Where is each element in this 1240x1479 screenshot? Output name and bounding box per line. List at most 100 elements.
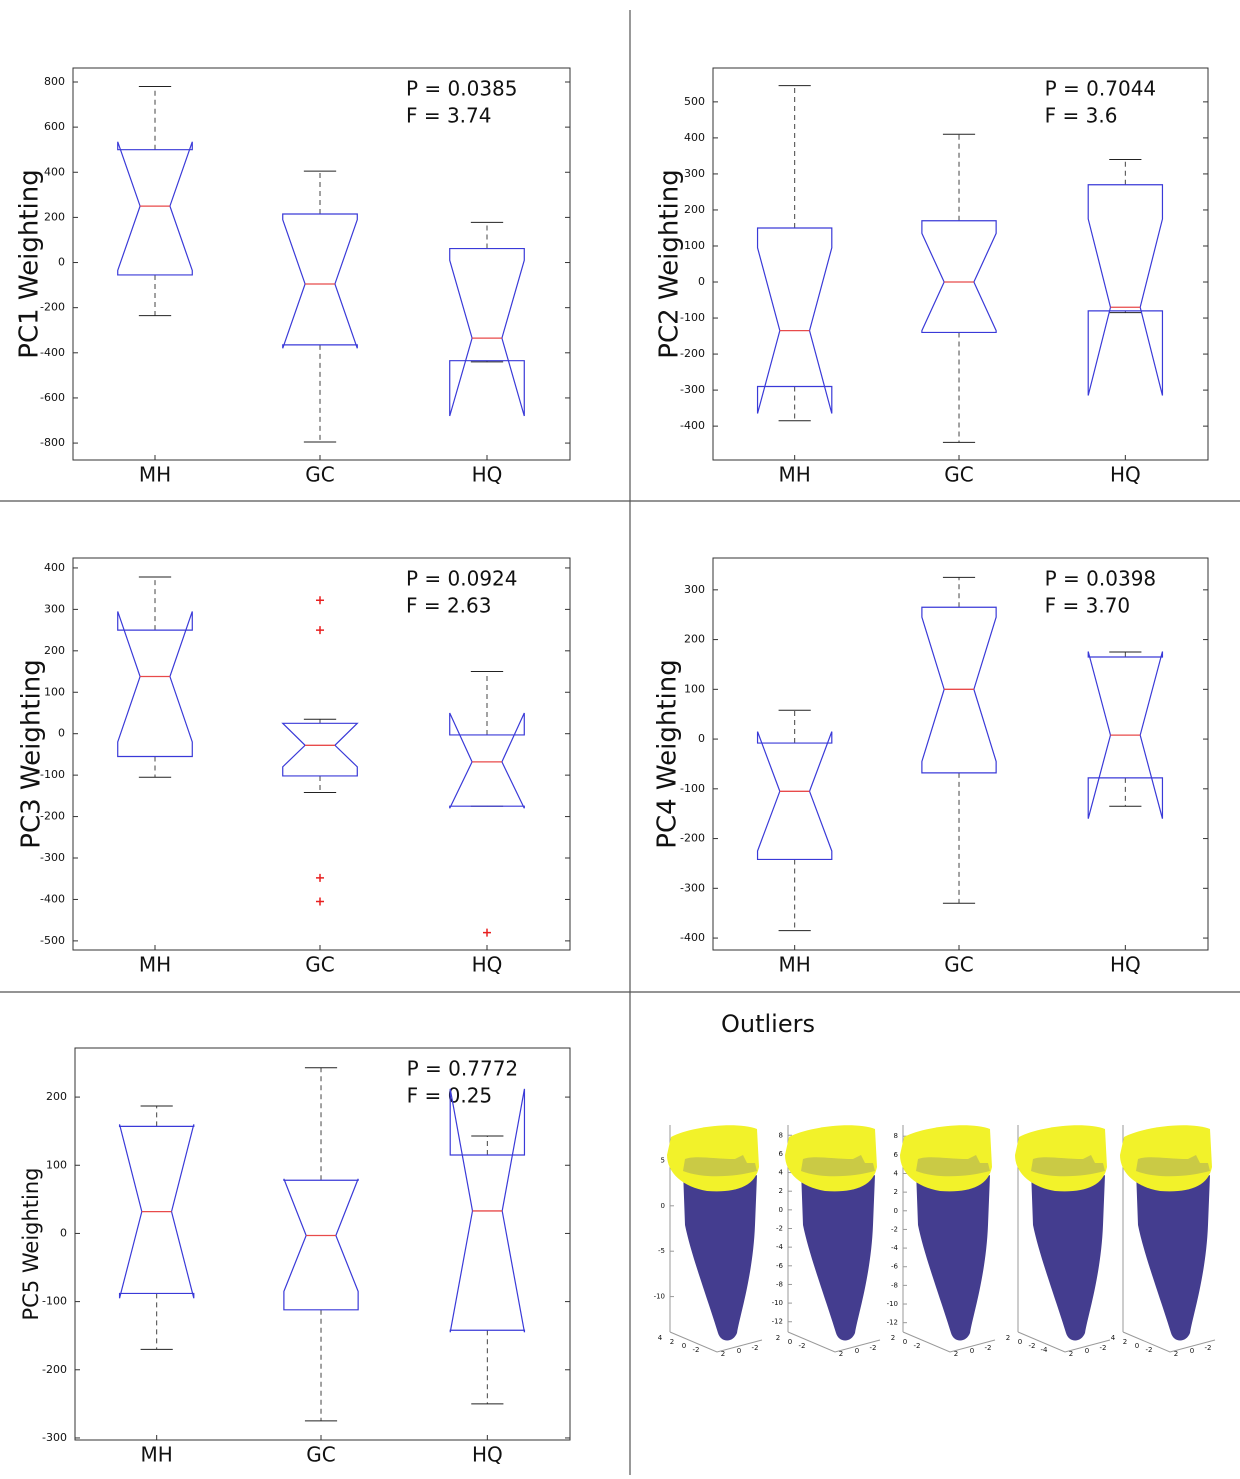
x-tick-label: -2 bbox=[1029, 1342, 1036, 1350]
z-tick-label: 8 bbox=[779, 1131, 783, 1139]
tooth-root bbox=[1031, 1170, 1105, 1341]
z-tick-label: -10 bbox=[887, 1300, 898, 1308]
y-tick-label: 100 bbox=[684, 239, 705, 252]
stat-annotation: F = 3.74 bbox=[406, 104, 492, 128]
y-tick-label: 200 bbox=[44, 644, 65, 657]
y-axis-label: PC1 Weighting bbox=[15, 169, 45, 358]
y-tick-label: -300 bbox=[40, 851, 65, 864]
z-tick-label: 4 bbox=[894, 1169, 899, 1177]
tooth-overlap bbox=[1136, 1155, 1210, 1177]
tooth-view: 50-5-104 2 0 -2 2 0 -2 bbox=[654, 1125, 763, 1358]
x-tick-label: 0 bbox=[682, 1342, 686, 1350]
y-tick-label: 400 bbox=[684, 131, 705, 144]
y-tick-label: -200 bbox=[680, 832, 705, 845]
x-tick-label: -4 bbox=[1041, 1346, 1049, 1354]
z-tick-label: 8 bbox=[894, 1132, 898, 1140]
stat-annotation: F = 3.6 bbox=[1045, 104, 1118, 128]
z-tick-label: -8 bbox=[891, 1281, 898, 1289]
y-tick-label: -600 bbox=[40, 391, 65, 404]
y-axis-label: PC5 Weighting bbox=[19, 1168, 43, 1321]
y-tick-label: 800 bbox=[44, 75, 65, 88]
z-tick-label: -10 bbox=[654, 1293, 665, 1301]
x-tick-label: 2 bbox=[670, 1338, 674, 1346]
x-tick-label: -2 bbox=[914, 1342, 921, 1350]
x-tick-label: -2 bbox=[693, 1346, 700, 1354]
notched-box bbox=[921, 220, 997, 334]
plot-frame bbox=[72, 557, 571, 951]
y-tick-label: -100 bbox=[680, 311, 705, 324]
notched-box bbox=[756, 227, 833, 414]
y-tick-label: 400 bbox=[44, 165, 65, 178]
y-tick-label: 200 bbox=[44, 210, 65, 223]
x-tick-label: GC bbox=[306, 1443, 335, 1467]
base-axes bbox=[902, 1331, 996, 1353]
x-tick-label: 4 bbox=[1111, 1334, 1116, 1342]
y-tick-label: -200 bbox=[42, 1363, 67, 1376]
notched-box bbox=[449, 1088, 526, 1333]
tooth-overlap bbox=[801, 1155, 875, 1177]
y-tick-label: 0 bbox=[970, 1347, 974, 1355]
y-tick-label: 300 bbox=[684, 583, 705, 596]
plot-frame bbox=[712, 557, 1209, 951]
base-axes bbox=[1122, 1331, 1216, 1353]
tooth-overlap bbox=[683, 1155, 757, 1177]
y-tick-label: -2 bbox=[752, 1344, 759, 1352]
x-tick-label: -2 bbox=[799, 1342, 806, 1350]
x-tick-label: 0 bbox=[788, 1338, 792, 1346]
y-tick-label: -800 bbox=[40, 436, 65, 449]
z-tick-label: -12 bbox=[772, 1318, 783, 1326]
notched-box bbox=[282, 213, 358, 349]
tooth-overlap bbox=[916, 1155, 990, 1177]
plot-frame bbox=[72, 67, 571, 461]
y-tick-label: 200 bbox=[684, 633, 705, 646]
y-tick-label: -200 bbox=[40, 301, 65, 314]
outlier bbox=[316, 626, 325, 635]
notched-box bbox=[283, 1178, 359, 1311]
stat-annotation: F = 0.25 bbox=[407, 1084, 493, 1108]
tooth-view: 2 0 -2 -4 2 0 -2 bbox=[1006, 1125, 1111, 1358]
z-tick-label: -10 bbox=[772, 1299, 783, 1307]
stat-annotation: P = 0.0385 bbox=[406, 77, 518, 101]
y-tick-label: 100 bbox=[684, 682, 705, 695]
y-tick-label: -2 bbox=[1205, 1344, 1212, 1352]
y-tick-label: -400 bbox=[40, 892, 65, 905]
y-tick-label: -2 bbox=[985, 1344, 992, 1352]
y-tick-label: 400 bbox=[44, 561, 65, 574]
y-tick-label: 2 bbox=[839, 1350, 843, 1358]
y-tick-label: -200 bbox=[40, 810, 65, 823]
notched-box bbox=[281, 722, 359, 777]
y-tick-label: 2 bbox=[954, 1350, 958, 1358]
x-tick-label: HQ bbox=[472, 1443, 503, 1467]
y-tick-label: 0 bbox=[855, 1347, 859, 1355]
z-tick-label: 0 bbox=[894, 1207, 898, 1215]
x-tick-label: MH bbox=[779, 953, 811, 977]
z-tick-label: 6 bbox=[779, 1150, 784, 1158]
y-tick-label: 2 bbox=[1174, 1350, 1178, 1358]
y-tick-label: 0 bbox=[1085, 1347, 1089, 1355]
y-tick-label: 300 bbox=[44, 602, 65, 615]
y-tick-label: 0 bbox=[58, 256, 65, 269]
z-tick-label: -12 bbox=[887, 1319, 898, 1327]
y-tick-label: -100 bbox=[42, 1295, 67, 1308]
y-tick-label: 0 bbox=[60, 1226, 67, 1239]
y-tick-label: -2 bbox=[1100, 1344, 1107, 1352]
z-tick-label: -2 bbox=[891, 1225, 898, 1233]
x-tick-label: HQ bbox=[1110, 953, 1141, 977]
z-tick-label: 0 bbox=[779, 1206, 783, 1214]
notched-box bbox=[117, 611, 193, 758]
tooth-root bbox=[1136, 1170, 1210, 1341]
outlier bbox=[316, 897, 325, 906]
tooth-root bbox=[916, 1170, 990, 1341]
y-tick-label: -100 bbox=[680, 782, 705, 795]
x-tick-label: 2 bbox=[1123, 1338, 1127, 1346]
y-tick-label: -400 bbox=[680, 419, 705, 432]
y-tick-label: -400 bbox=[680, 931, 705, 944]
x-tick-label: 2 bbox=[776, 1334, 780, 1342]
x-tick-label: 2 bbox=[891, 1334, 895, 1342]
notched-box bbox=[118, 1124, 195, 1299]
x-tick-label: -2 bbox=[1146, 1346, 1153, 1354]
base-axes bbox=[787, 1331, 881, 1353]
stat-annotation: P = 0.0398 bbox=[1045, 567, 1157, 591]
